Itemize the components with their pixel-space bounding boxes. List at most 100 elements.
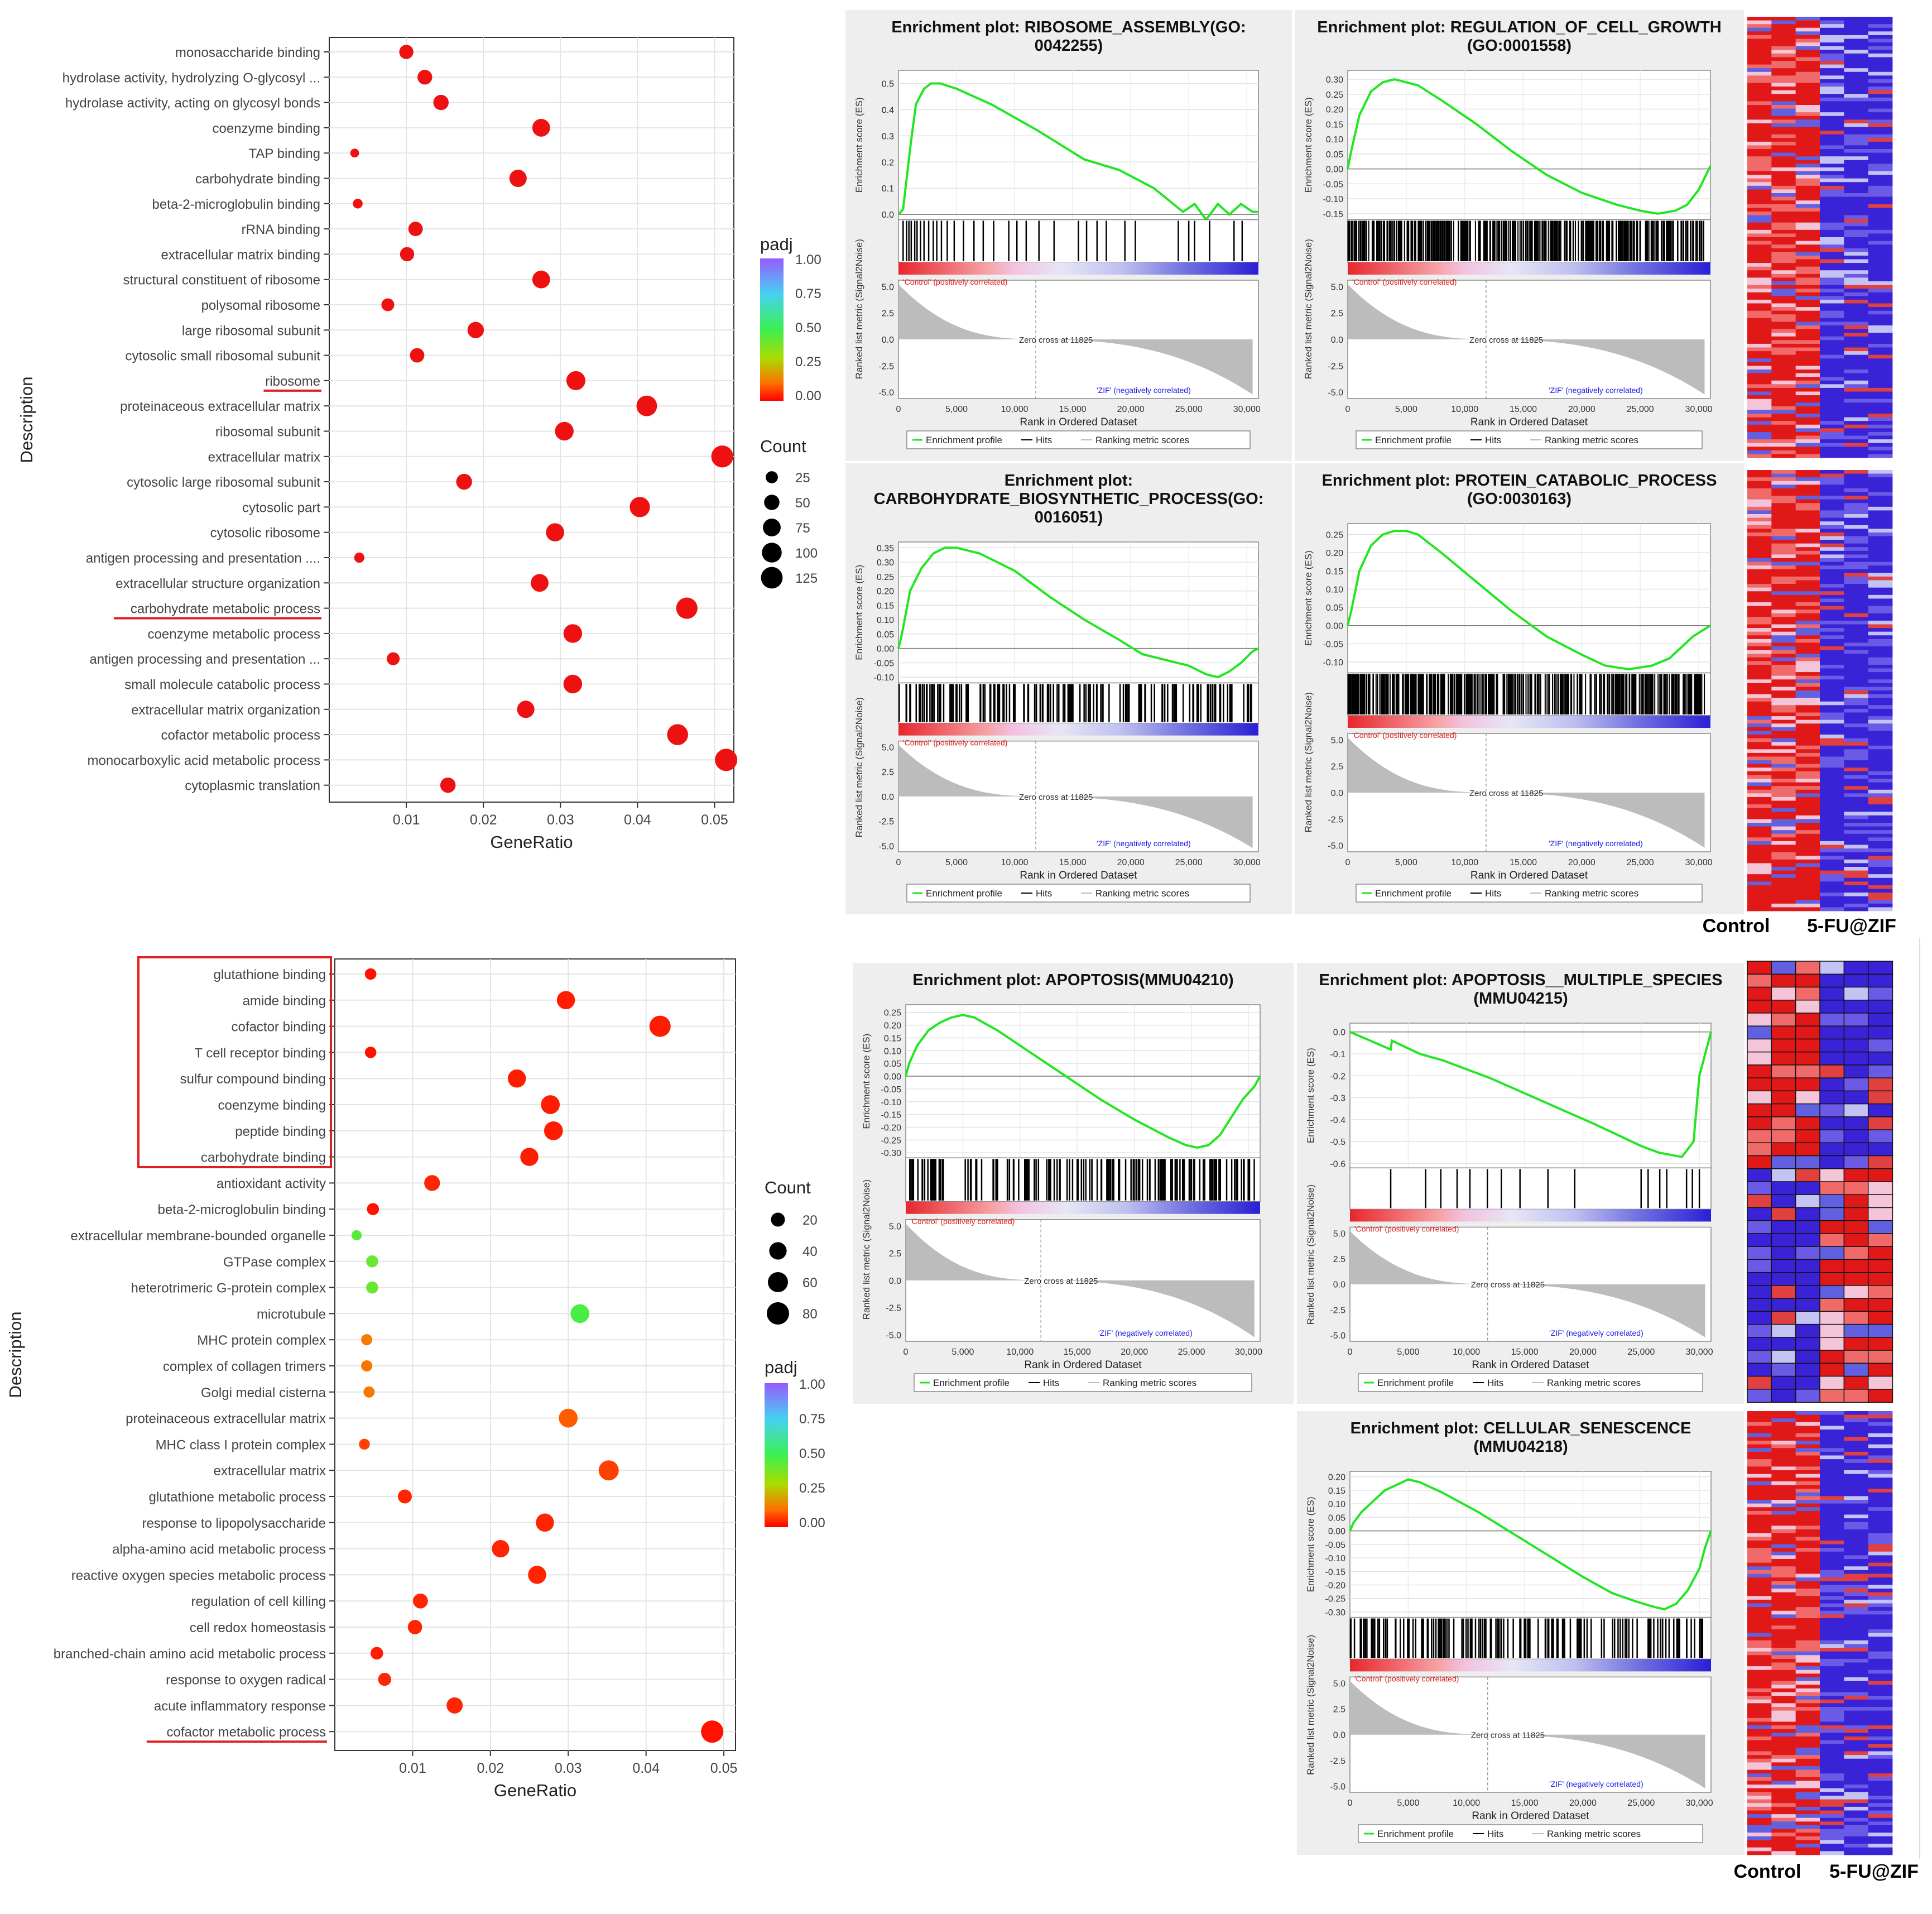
- heatmap-cell: [1771, 496, 1796, 500]
- heatmap-cell: [1771, 654, 1796, 658]
- heatmap-cell: [1868, 907, 1893, 912]
- heatmap-cell: [1747, 116, 1772, 120]
- heatmap-cell: [1795, 1207, 1821, 1221]
- heatmap-cell: [1771, 1718, 1796, 1722]
- heatmap-cell: [1820, 1699, 1844, 1704]
- ranking-metric-area: [906, 1224, 1255, 1337]
- heatmap-cell: [1868, 1622, 1893, 1626]
- heatmap-cell: [1771, 1803, 1796, 1807]
- heatmap-cell: [1747, 1833, 1772, 1837]
- heatmap-cell: [1868, 797, 1893, 801]
- heatmap-cell: [1795, 591, 1820, 596]
- heatmap-cell: [1868, 1648, 1893, 1652]
- heatmap-cell: [1747, 1129, 1772, 1144]
- heatmap-cell: [1844, 1681, 1869, 1685]
- heatmap-cell: [1820, 336, 1844, 340]
- heatmap-cell: [1747, 42, 1772, 47]
- heatmap-cell: [1747, 1570, 1772, 1574]
- heatmap-cell: [1868, 1589, 1893, 1593]
- heatmap-cell: [1747, 435, 1772, 440]
- heatmap-cell: [1844, 1607, 1869, 1611]
- category-label: MHC protein complex: [197, 1333, 326, 1348]
- heatmap-cell: [1820, 1851, 1844, 1855]
- legend-hits-label: Hits: [1043, 1378, 1059, 1388]
- heatmap-cell: [1747, 1544, 1772, 1548]
- heatmap-cell: [1819, 1038, 1845, 1053]
- heatmap-cell: [1868, 565, 1893, 570]
- gsea-legend: [906, 884, 1251, 903]
- heatmap-cell: [1795, 1526, 1820, 1530]
- heatmap-cell: [1844, 1625, 1869, 1630]
- heatmap-cell: [1820, 1718, 1844, 1722]
- heatmap-cell: [1747, 1847, 1772, 1851]
- heatmap-cell: [1795, 620, 1820, 625]
- heatmap-cell: [1844, 431, 1869, 436]
- heatmap-cell: [1844, 705, 1869, 709]
- count-legend-label: 25: [795, 471, 810, 486]
- heatmap-cell: [1771, 1518, 1796, 1523]
- heatmap-cell: [1844, 1773, 1869, 1778]
- heatmap-cell: [1771, 1829, 1796, 1833]
- heatmap-cell: [1844, 1451, 1869, 1456]
- heatmap-cell: [1820, 1821, 1844, 1826]
- heatmap-cell: [1795, 1769, 1820, 1774]
- count-legend-label: 40: [802, 1244, 818, 1259]
- heatmap-cell: [1795, 889, 1820, 893]
- heatmap-cell: [1819, 1246, 1845, 1260]
- heatmap-cell: [1868, 881, 1893, 886]
- x-tick-label: 15,000: [1059, 858, 1087, 867]
- heatmap-cell: [1868, 83, 1893, 87]
- heatmap-group-label-treatment: 5-FU@ZIF: [1829, 1861, 1919, 1882]
- heatmap-cell: [1820, 1437, 1844, 1441]
- hits-panel: [1349, 1167, 1712, 1210]
- heatmap-cell: [1795, 1529, 1820, 1534]
- es-tick-label: -0.05: [1323, 180, 1344, 189]
- heatmap-cell: [1771, 1337, 1796, 1351]
- heatmap-cell: [1868, 185, 1893, 190]
- heatmap-cell: [1747, 973, 1772, 988]
- heatmap-cell: [1771, 112, 1796, 117]
- heatmap-cell: [1868, 402, 1893, 407]
- heatmap-cell: [1795, 1825, 1820, 1830]
- heatmap-cell: [1844, 127, 1869, 131]
- heatmap-cell: [1795, 377, 1820, 381]
- heatmap-cell: [1844, 259, 1869, 263]
- heatmap-cell: [1747, 587, 1772, 592]
- legend-profile-label: Enrichment profile: [1375, 435, 1452, 445]
- heatmap-cell: [1844, 1618, 1869, 1623]
- heatmap-cell: [1820, 870, 1844, 875]
- heatmap-cell: [1795, 1762, 1820, 1767]
- heatmap-cell: [1820, 1644, 1844, 1648]
- heatmap-cell: [1771, 1194, 1796, 1208]
- heatmap-cell: [1771, 87, 1796, 91]
- heatmap-cell: [1844, 189, 1869, 194]
- heatmap-cell: [1843, 1155, 1869, 1169]
- heatmap-cell: [1844, 830, 1869, 834]
- heatmap-cell: [1819, 1220, 1845, 1235]
- heatmap-cell: [1868, 1810, 1893, 1815]
- heatmap-cell: [1795, 742, 1820, 746]
- heatmap-cell: [1844, 1721, 1869, 1726]
- heatmap-cell: [1844, 123, 1869, 127]
- heatmap-cell: [1868, 35, 1893, 39]
- heatmap-cell: [1867, 1077, 1893, 1092]
- heatmap-cell: [1771, 1529, 1796, 1534]
- heatmap-cell: [1747, 50, 1772, 54]
- heatmap-cell: [1747, 1013, 1772, 1027]
- heatmap-cell: [1868, 1803, 1893, 1807]
- heatmap-cell: [1820, 1788, 1844, 1792]
- heatmap-cell: [1820, 373, 1844, 377]
- x-tick-label: 15,000: [1510, 405, 1537, 414]
- heatmap-cell: [1771, 514, 1796, 518]
- heatmap-cell: [1771, 749, 1796, 754]
- heatmap-cell: [1747, 1603, 1772, 1608]
- heatmap-cell: [1868, 97, 1893, 102]
- heatmap-cell: [1771, 1455, 1796, 1460]
- heatmap-cell: [1795, 1411, 1820, 1416]
- heatmap-cell: [1820, 178, 1844, 183]
- heatmap-cell: [1795, 61, 1820, 65]
- category-label: Golgi medial cisterna: [201, 1385, 326, 1400]
- heatmap-cell: [1844, 1533, 1869, 1537]
- heatmap-cell: [1747, 222, 1772, 227]
- heatmap-cell: [1868, 514, 1893, 518]
